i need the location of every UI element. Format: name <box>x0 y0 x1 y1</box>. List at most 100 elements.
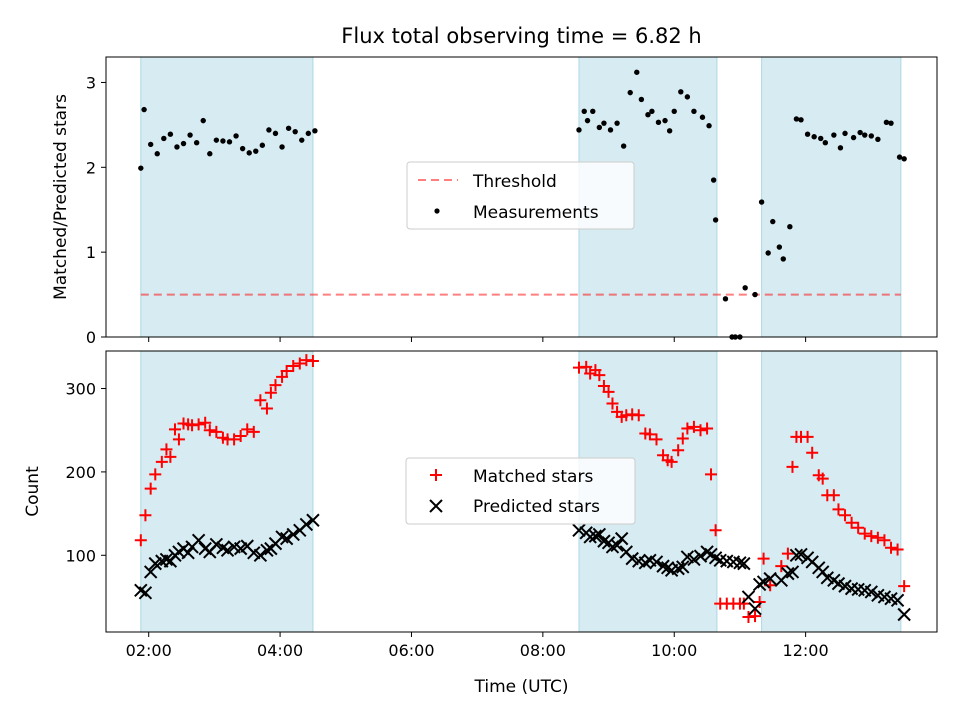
measurement-point <box>804 131 811 137</box>
legend-cross-marker <box>429 499 443 513</box>
matched-star-point <box>681 422 694 435</box>
measurement-point <box>811 134 817 140</box>
matched-star-point <box>280 365 293 378</box>
matched-star-point <box>858 527 871 540</box>
measurement-point <box>666 128 673 134</box>
matched-star-point <box>160 443 173 456</box>
matched-star-point <box>672 444 685 457</box>
matched-star-point <box>228 433 241 446</box>
top-y-tick-label: 2 <box>86 158 96 177</box>
top-y-ticks: 0 1 2 3 <box>86 73 106 347</box>
measurement-point <box>239 145 246 152</box>
predicted-star-point <box>191 533 206 547</box>
measurement-point <box>246 150 252 156</box>
matched-star-point <box>139 509 152 522</box>
predicted-star-point <box>676 560 690 574</box>
matched-star-point <box>665 455 678 468</box>
matched-star-point <box>852 521 865 534</box>
measurement-point <box>634 69 640 75</box>
matched-star-point <box>878 534 891 547</box>
predicted-star-point <box>614 531 629 546</box>
matched-star-point <box>260 402 273 415</box>
matched-star-point <box>775 560 788 573</box>
bottom-y-ticks: 100 200 300 <box>65 380 106 565</box>
predicted-star-point <box>209 537 224 552</box>
matched-stars-series <box>134 354 911 623</box>
predicted-star-point <box>687 552 701 567</box>
measurement-point <box>818 135 824 142</box>
matched-star-point <box>264 386 277 399</box>
measurement-point <box>299 137 305 143</box>
matched-star-point <box>757 552 770 565</box>
predicted-star-point <box>572 523 586 537</box>
matched-star-point <box>786 460 799 473</box>
measurement-point <box>837 145 844 151</box>
matched-star-point <box>839 509 852 522</box>
matched-star-point <box>269 379 282 392</box>
top-legend-box <box>406 161 635 230</box>
bottom-y-tick-label: 100 <box>65 546 96 565</box>
observing-window <box>140 56 314 338</box>
predicted-star-point <box>143 565 158 579</box>
legend-matched-swatch <box>430 469 442 481</box>
measurement-point <box>662 117 668 124</box>
matched-star-point <box>643 428 656 441</box>
measurement-point <box>722 296 729 302</box>
predicted-star-point <box>741 590 756 604</box>
matched-star-point <box>210 425 223 438</box>
measurement-point <box>787 223 793 230</box>
matched-star-point <box>155 455 168 468</box>
matched-star-point <box>144 482 157 495</box>
matched-star-point <box>164 450 177 463</box>
bottom-panel: 02:00 04:00 06:00 08:00 10:00 12:00 100 200 300… <box>23 350 938 697</box>
matched-star-point <box>247 425 260 438</box>
predicted-star-point <box>864 585 879 599</box>
measurement-point <box>857 129 863 136</box>
matched-star-point <box>845 516 858 529</box>
matched-star-point <box>602 385 615 398</box>
predicted-star-point <box>597 534 611 548</box>
matched-star-point <box>753 595 766 608</box>
measurement-point <box>312 128 318 134</box>
predicted-star-point <box>737 556 751 571</box>
measurement-point <box>279 144 285 150</box>
measurement-point <box>883 119 890 126</box>
top-y-tick-label: 1 <box>86 243 96 262</box>
matched-star-point <box>580 360 593 373</box>
predicted-star-point <box>610 538 624 552</box>
predicted-stars-series <box>134 513 911 622</box>
predicted-star-point <box>693 549 708 563</box>
matched-star-point <box>199 416 212 429</box>
measurement-point <box>226 139 233 145</box>
matched-star-point <box>801 430 814 443</box>
bottom-y-tick-label: 200 <box>65 463 96 482</box>
measurement-point <box>822 139 829 146</box>
predicted-star-point <box>752 577 767 592</box>
matched-star-point <box>168 423 181 436</box>
measurement-point <box>691 108 697 115</box>
measurement-point <box>780 256 786 262</box>
predicted-star-point <box>260 543 274 557</box>
predicted-star-point <box>286 527 300 542</box>
measurement-point <box>596 124 603 131</box>
matched-star-point <box>241 423 254 436</box>
measurement-point <box>712 217 719 223</box>
matched-star-point <box>172 433 185 446</box>
measurement-point <box>770 218 776 225</box>
measurement-point <box>627 89 633 96</box>
measurement-point <box>253 148 259 154</box>
matched-star-point <box>885 541 898 554</box>
measurement-point <box>875 136 881 143</box>
legend-predicted-label: Predicted stars <box>473 497 600 517</box>
measurement-point <box>193 139 200 146</box>
matched-star-point <box>650 433 663 446</box>
measurement-point <box>793 116 800 122</box>
measurement-point <box>868 133 875 139</box>
measurement-point <box>161 135 167 142</box>
bottom-plot-frame <box>105 350 938 633</box>
measurement-point <box>706 123 712 129</box>
matched-star-point <box>898 580 911 593</box>
predicted-star-point <box>763 571 777 586</box>
legend-matched-label: Matched stars <box>473 467 593 487</box>
matched-star-point <box>287 360 300 373</box>
